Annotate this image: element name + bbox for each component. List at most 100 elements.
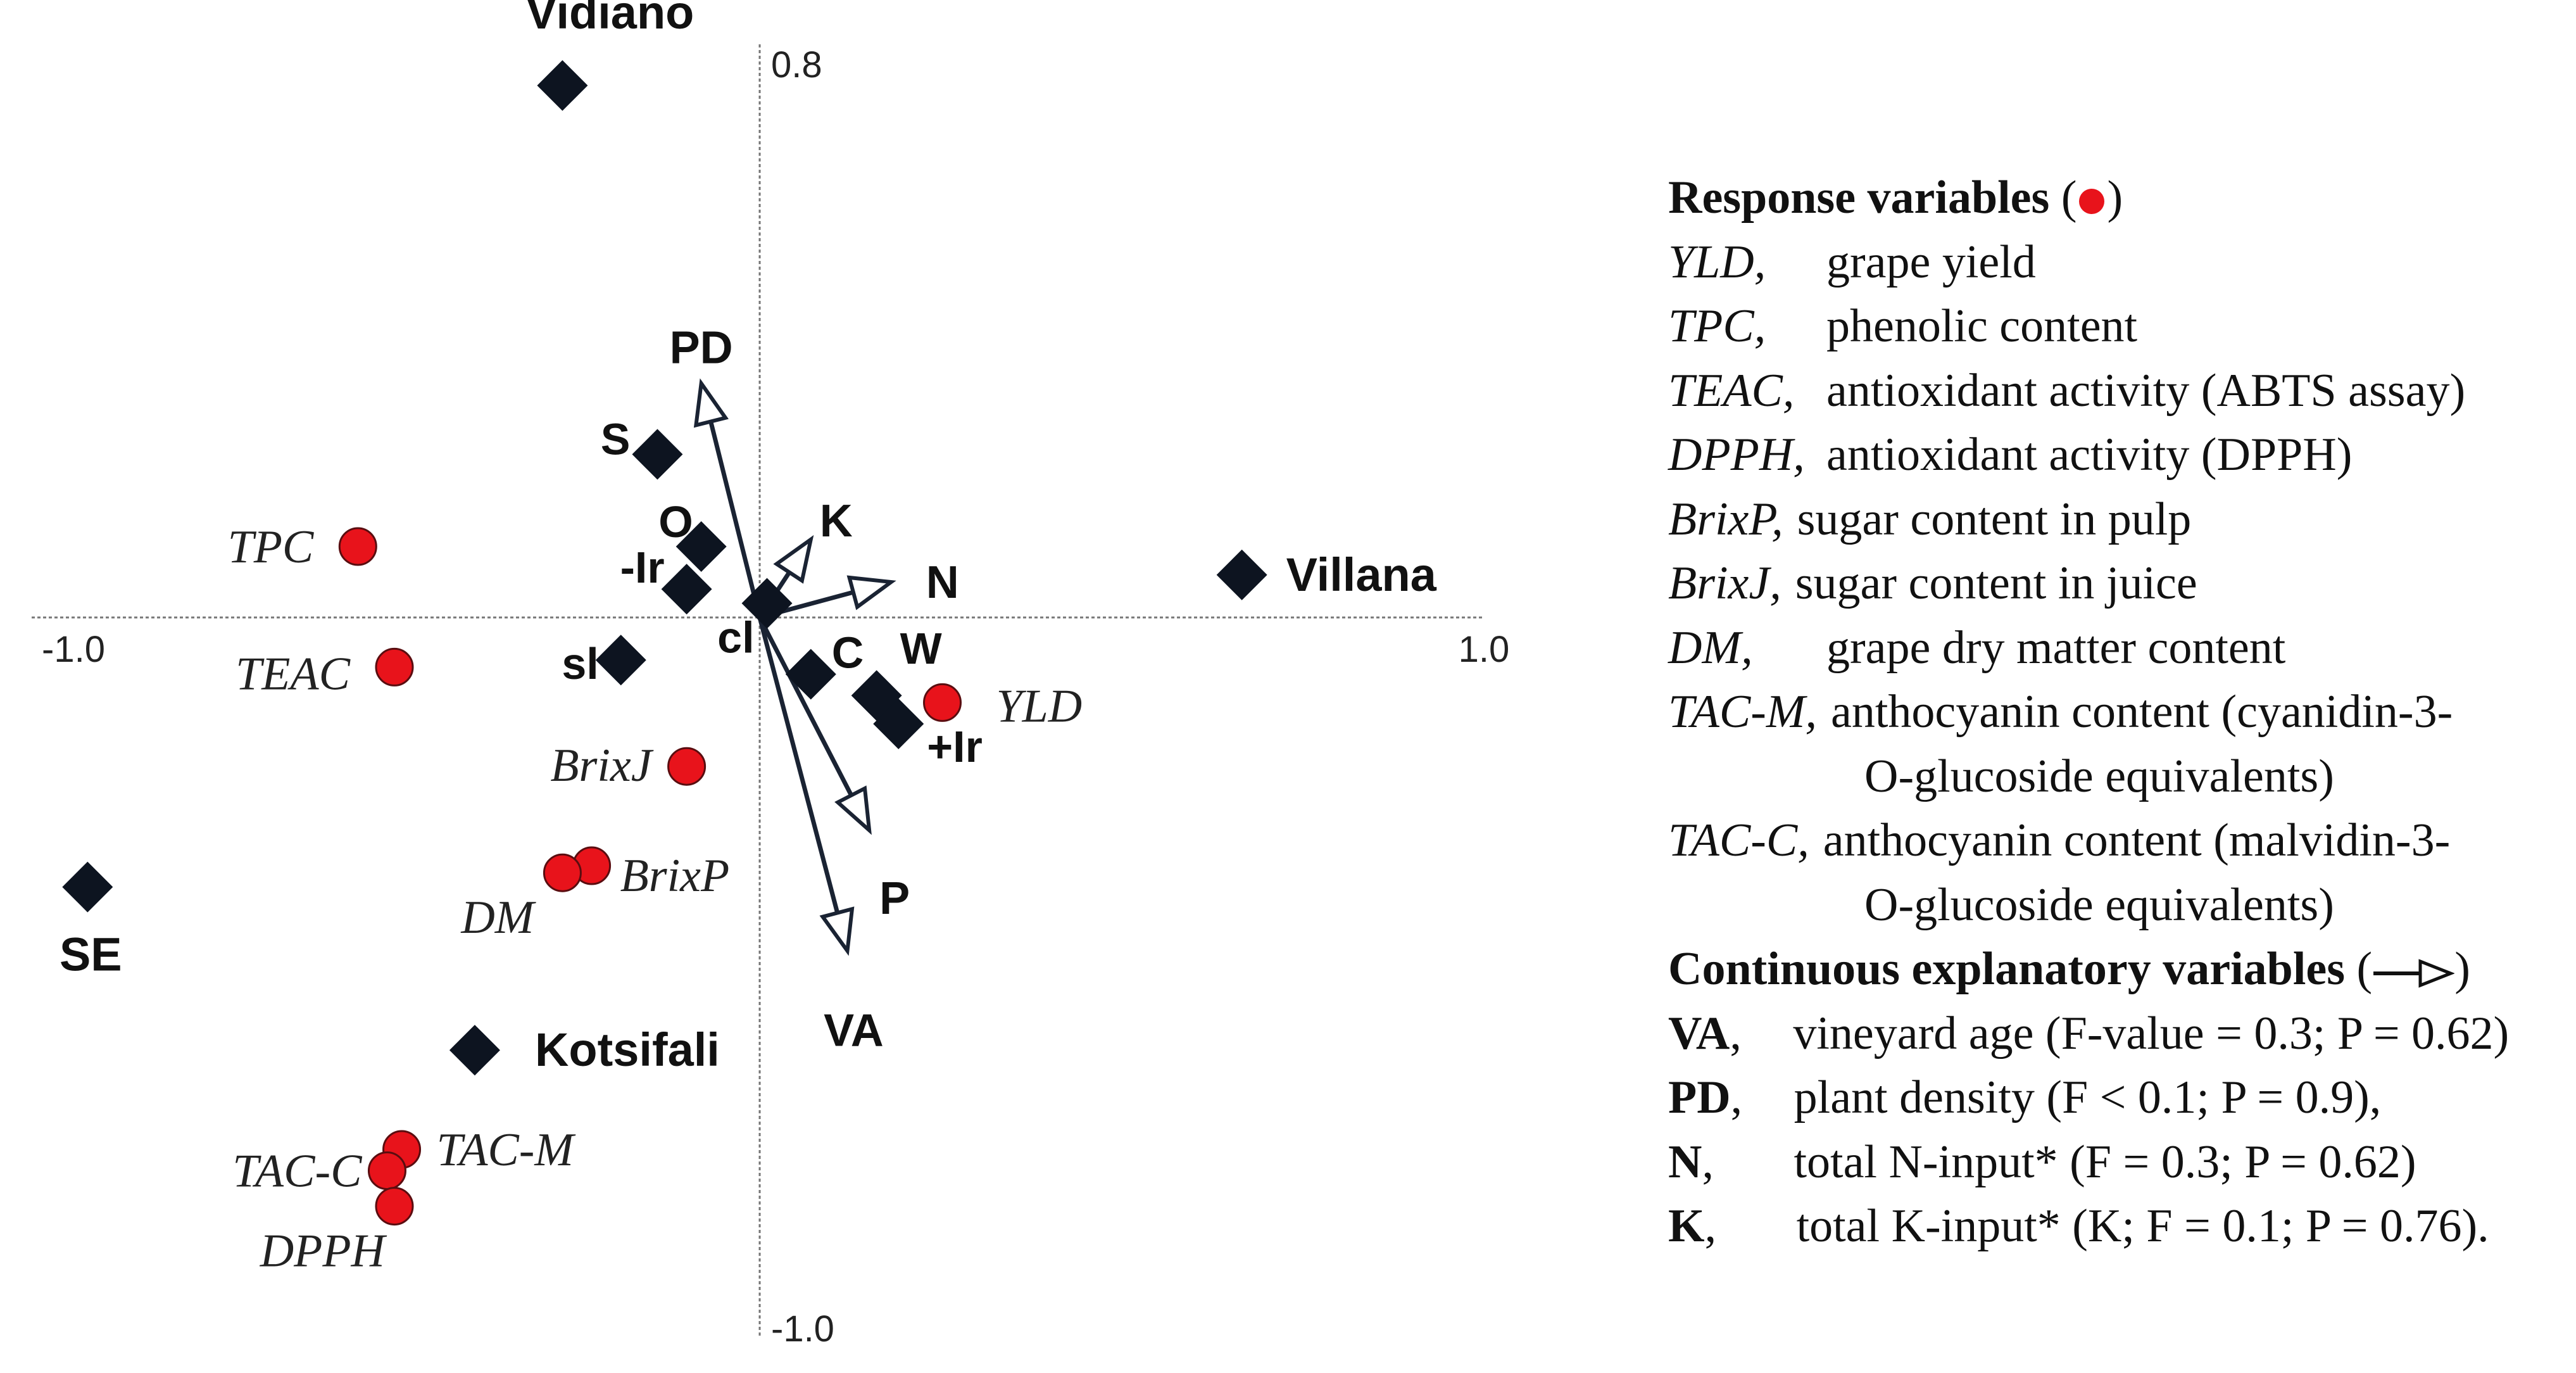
legend-response-abbr: TAC-M, xyxy=(1668,686,1818,738)
legend-continuous-desc: total N-input* (F = 0.3; P = 0.62) xyxy=(1794,1136,2416,1188)
legend: Response variables () YLD, grape yield TPC… xyxy=(1668,166,2567,1259)
legend-response-abbr: TPC, xyxy=(1668,300,1766,352)
legend-response-desc: antioxidant activity (DPPH) xyxy=(1826,429,2353,481)
legend-response-title: Response variables xyxy=(1668,172,2050,224)
legend-response-title-row: Response variables () xyxy=(1668,166,2567,231)
legend-response-item: TAC-M, anthocyanin content (cyanidin-3- xyxy=(1668,680,2567,745)
legend-continuous-item: PD, plant density (F < 0.1; P = 0.9), xyxy=(1668,1066,2567,1130)
legend-response-abbr: BrixP, xyxy=(1668,493,1783,545)
vector-shaft-pd xyxy=(708,421,762,618)
factor-label-sl: sl xyxy=(562,639,598,688)
legend-response-item: YLD, grape yield xyxy=(1668,231,2567,295)
factor-marker-se xyxy=(62,861,113,913)
legend-response-item: DM, grape dry matter content xyxy=(1668,616,2567,681)
arrow-icon xyxy=(2373,959,2455,988)
factor-marker-o xyxy=(675,521,727,572)
legend-continuous-sep: , xyxy=(1730,1072,1743,1123)
legend-continuous-desc: vineyard age (F-value = 0.3; P = 0.62) xyxy=(1793,1007,2510,1060)
response-point-teac xyxy=(375,647,414,687)
legend-response-desc: phenolic content xyxy=(1826,300,2138,352)
response-point-tac-c xyxy=(367,1151,406,1191)
legend-response-desc: sugar content in juice xyxy=(1795,557,2197,609)
x-tick-label-max: 1.0 xyxy=(1459,629,1510,670)
factor-marker-vidiano xyxy=(537,60,588,111)
legend-continuous-sep: , xyxy=(1702,1136,1714,1188)
response-label-brixj: BrixJ xyxy=(550,740,653,792)
legend-continuous-abbr: VA xyxy=(1668,1007,1730,1060)
response-point-yld xyxy=(923,683,962,722)
legend-continuous-title-row: Continuous explanatory variables () xyxy=(1668,937,2567,1002)
factor-label-o: O xyxy=(658,497,693,547)
legend-continuous-title: Continuous explanatory variables xyxy=(1668,943,2346,995)
response-point-tpc xyxy=(338,527,377,566)
legend-response-item: TEAC, antioxidant activity (ABTS assay) xyxy=(1668,359,2567,424)
factor-label-s: S xyxy=(601,414,631,464)
nominal-factor-points xyxy=(62,60,1267,1076)
legend-response-desc-cont: O-glucoside equivalents) xyxy=(1864,750,2334,802)
legend-response-desc: anthocyanin content (malvidin-3- xyxy=(1823,814,2451,866)
legend-response-item: TAC-C, anthocyanin content (malvidin-3- xyxy=(1668,809,2567,873)
response-points xyxy=(338,527,962,1226)
y-tick-label-max: 0.8 xyxy=(771,44,822,85)
vector-shaft-va xyxy=(757,617,840,914)
response-label-tpc: TPC xyxy=(228,521,315,573)
legend-response-item: TPC, phenolic content xyxy=(1668,294,2567,359)
response-label-teac: TEAC xyxy=(236,648,351,700)
factor-marker-s xyxy=(632,429,683,480)
legend-continuous-list: VA, vineyard age (F-value = 0.3; P = 0.62… xyxy=(1668,1002,2567,1259)
legend-response-abbr: BrixJ, xyxy=(1668,557,1781,609)
legend-response-abbr: YLD, xyxy=(1668,236,1766,288)
vector-arrowhead-k xyxy=(773,535,814,584)
response-label-dpph: DPPH xyxy=(260,1225,387,1277)
vector-label-va: VA xyxy=(824,1005,884,1056)
vector-label-p: P xyxy=(879,873,910,924)
factor-label-c: C xyxy=(832,628,864,678)
legend-continuous-item: N, total N-input* (F = 0.3; P = 0.62) xyxy=(1668,1130,2567,1195)
legend-continuous-item: K, total K-input* (K; F = 0.1; P = 0.76). xyxy=(1668,1194,2567,1259)
factor-marker-sl xyxy=(595,635,646,686)
red-dot-icon xyxy=(2079,189,2105,214)
vector-arrowhead-va xyxy=(819,906,855,956)
response-label-yld: YLD xyxy=(996,680,1083,732)
vector-label-k: K xyxy=(820,496,853,547)
response-point-brixj xyxy=(667,747,707,786)
factor-marker-villana xyxy=(1216,549,1267,600)
axes: -1.0 1.0 0.8 -1.0 xyxy=(32,44,1509,1350)
legend-response-desc: sugar content in pulp xyxy=(1797,493,2192,545)
response-point-dm xyxy=(543,853,582,892)
legend-continuous-abbr: K xyxy=(1668,1200,1705,1252)
response-label-brixp: BrixP xyxy=(620,850,730,902)
legend-continuous-item: VA, vineyard age (F-value = 0.3; P = 0.62… xyxy=(1668,1002,2567,1066)
factor-label-villana: Villana xyxy=(1286,548,1437,601)
legend-continuous-desc: total K-input* (K; F = 0.1; P = 0.76). xyxy=(1796,1200,2489,1252)
legend-response-item: DPPH, antioxidant activity (DPPH) xyxy=(1668,423,2567,488)
factor-label-plus-ir: +Ir xyxy=(927,722,983,771)
explanatory-vectors xyxy=(693,378,896,956)
legend-response-desc: grape dry matter content xyxy=(1826,621,2286,674)
factor-marker-c xyxy=(785,649,836,700)
factor-marker-plus-ir xyxy=(873,699,924,749)
factor-marker-ir xyxy=(661,564,712,615)
y-tick-label-min: -1.0 xyxy=(771,1308,834,1350)
legend-continuous-sep: , xyxy=(1704,1200,1717,1252)
legend-response-abbr: DPPH, xyxy=(1668,429,1805,481)
legend-continuous-desc: plant density (F < 0.1; P = 0.9), xyxy=(1794,1072,2382,1123)
vector-arrowhead-n xyxy=(846,575,896,611)
factor-label-kotsifali: Kotsifali xyxy=(535,1023,720,1076)
factor-marker-cl xyxy=(741,578,793,629)
legend-response-item: BrixP, sugar content in pulp xyxy=(1668,488,2567,552)
x-tick-label-min: -1.0 xyxy=(42,629,105,670)
factor-label-vidiano: Vidiano xyxy=(525,0,694,39)
legend-continuous-abbr: PD xyxy=(1668,1072,1731,1123)
point-labels: PD K N P VA Vidiano Villana SE Kotsifali SO-Ir sl c… xyxy=(60,0,1437,1277)
factor-label-w: W xyxy=(900,624,942,673)
legend-response-abbr: TAC-C, xyxy=(1668,814,1809,866)
vector-arrowhead-p xyxy=(834,785,872,835)
legend-continuous-symbol: () xyxy=(2356,943,2470,995)
response-point-dpph xyxy=(375,1187,414,1226)
ordination-plot: -1.0 1.0 0.8 -1.0 PD K N P VA Vidiano Villana SE Ko… xyxy=(32,0,1509,1350)
legend-response-item: BrixJ, sugar content in juice xyxy=(1668,552,2567,616)
factor-label-cl: cl xyxy=(717,613,754,662)
vector-arrowhead-pd xyxy=(693,378,729,428)
vector-shaft-p xyxy=(757,616,853,797)
